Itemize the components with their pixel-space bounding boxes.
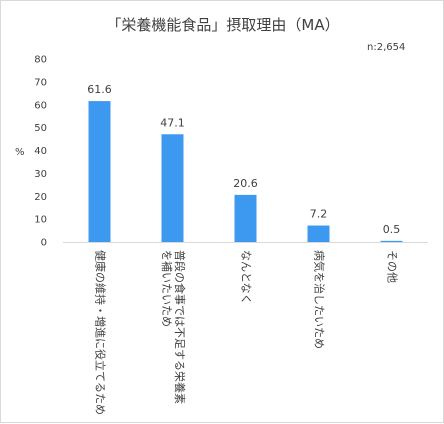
bar (307, 225, 330, 242)
data-label: 7.2 (310, 208, 328, 221)
data-label: 61.6 (87, 83, 112, 96)
y-tick-label: 70 (34, 77, 47, 88)
y-tick-label: 10 (34, 215, 47, 226)
y-tick-label: 30 (34, 169, 47, 180)
bar (88, 101, 111, 242)
y-axis-label: % (15, 147, 25, 158)
data-label: 20.6 (233, 177, 258, 190)
category-label: その他 (386, 250, 399, 283)
category-label: 病気を治したいため (313, 250, 327, 349)
bar (380, 240, 403, 242)
y-tick-label: 80 (34, 55, 47, 66)
category-label: を補いたいため (160, 250, 173, 327)
category-label: なんとなく (240, 250, 253, 305)
data-labels-group: 61.6 47.1 20.6 7.2 0.5 (87, 83, 400, 236)
bar (161, 134, 184, 242)
data-label: 0.5 (383, 223, 401, 236)
category-label: 普段の食事では不足する栄養素 (173, 250, 187, 404)
sample-size-note: n:2,654 (367, 42, 405, 53)
data-label: 47.1 (160, 116, 185, 129)
y-tick-label: 40 (34, 146, 47, 157)
y-tick-label: 20 (34, 192, 47, 203)
y-tick-label: 50 (34, 123, 47, 134)
y-tick-label: 0 (41, 238, 47, 249)
category-label: 健康の維持・増進に役立てるため (94, 250, 108, 415)
chart-title: 「栄養機能食品」摂取理由（MA） (106, 16, 339, 34)
bars-group (88, 101, 403, 242)
y-tick-label: 60 (34, 100, 47, 111)
bar (234, 194, 257, 242)
y-axis-ticks: 0 10 20 30 40 50 60 70 80 (34, 55, 47, 249)
